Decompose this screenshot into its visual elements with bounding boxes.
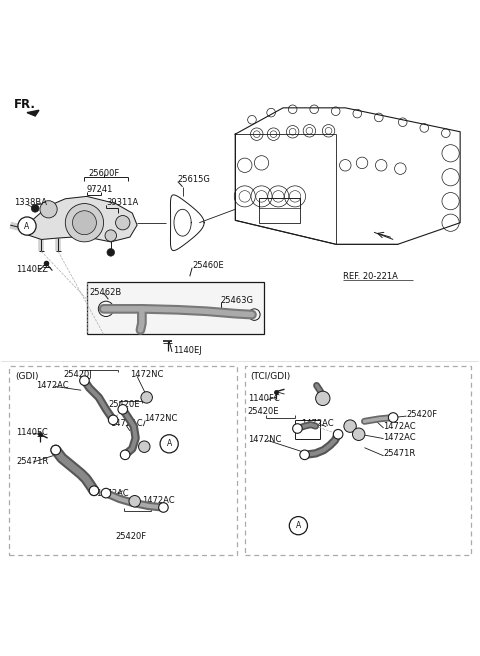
- Text: 97241: 97241: [87, 185, 113, 194]
- Circle shape: [293, 424, 302, 434]
- FancyBboxPatch shape: [9, 366, 237, 556]
- Circle shape: [51, 445, 60, 455]
- Circle shape: [158, 502, 168, 512]
- Text: REF. 20-221A: REF. 20-221A: [343, 272, 398, 281]
- Text: 1472AC: 1472AC: [384, 422, 416, 431]
- Circle shape: [316, 391, 330, 405]
- Circle shape: [40, 201, 57, 218]
- Text: 1472NC: 1472NC: [130, 370, 163, 379]
- Text: FR.: FR.: [14, 98, 36, 110]
- Text: 25600F: 25600F: [88, 169, 119, 178]
- Circle shape: [101, 488, 111, 498]
- Text: 25462B: 25462B: [89, 287, 121, 297]
- Text: 1140FC: 1140FC: [248, 394, 279, 403]
- Text: 1472NC: 1472NC: [144, 415, 178, 423]
- Text: A: A: [167, 440, 172, 448]
- Circle shape: [352, 428, 365, 440]
- Circle shape: [21, 219, 36, 234]
- Circle shape: [89, 486, 99, 495]
- Circle shape: [72, 211, 96, 235]
- Text: 1140EZ: 1140EZ: [16, 265, 48, 274]
- Text: 25420E: 25420E: [248, 407, 279, 417]
- Circle shape: [300, 450, 310, 460]
- Circle shape: [388, 413, 398, 422]
- Circle shape: [139, 441, 150, 453]
- Circle shape: [80, 376, 89, 386]
- Polygon shape: [27, 110, 39, 116]
- Text: A: A: [24, 222, 30, 230]
- Text: 1472AC: 1472AC: [96, 489, 129, 498]
- Text: 25420F: 25420F: [407, 409, 438, 419]
- Text: 25420E: 25420E: [108, 400, 140, 409]
- Text: A: A: [296, 521, 301, 530]
- Text: 39311A: 39311A: [106, 198, 138, 207]
- Circle shape: [333, 430, 343, 439]
- Text: 1472AC: 1472AC: [110, 419, 143, 428]
- Text: 1140EJ: 1140EJ: [173, 346, 202, 354]
- Text: 25420J: 25420J: [63, 370, 92, 379]
- Circle shape: [108, 415, 118, 424]
- Polygon shape: [20, 196, 137, 242]
- Circle shape: [107, 249, 115, 256]
- FancyBboxPatch shape: [245, 366, 471, 556]
- FancyBboxPatch shape: [87, 281, 264, 334]
- Circle shape: [18, 217, 36, 235]
- Circle shape: [116, 216, 130, 230]
- Circle shape: [31, 205, 39, 212]
- Text: 1472AC: 1472AC: [384, 432, 416, 441]
- Circle shape: [129, 495, 141, 507]
- Circle shape: [65, 203, 104, 242]
- Circle shape: [289, 516, 308, 535]
- Circle shape: [141, 392, 153, 403]
- Text: 1472AC: 1472AC: [301, 419, 334, 428]
- Text: 25460E: 25460E: [192, 261, 224, 270]
- Circle shape: [105, 230, 117, 241]
- Text: 1140FC: 1140FC: [16, 428, 48, 437]
- Circle shape: [120, 450, 130, 460]
- Text: (TCI/GDI): (TCI/GDI): [251, 372, 291, 381]
- Text: 1472NC: 1472NC: [248, 434, 281, 443]
- Text: 25420F: 25420F: [115, 532, 146, 541]
- Text: 1472AC: 1472AC: [142, 496, 175, 505]
- Text: (GDI): (GDI): [15, 372, 38, 381]
- Text: 25471R: 25471R: [384, 449, 416, 459]
- Circle shape: [160, 435, 178, 453]
- Text: 25471R: 25471R: [16, 457, 49, 466]
- Text: 1338BA: 1338BA: [14, 198, 47, 207]
- Text: 25615G: 25615G: [178, 175, 211, 184]
- Circle shape: [118, 405, 128, 414]
- Circle shape: [344, 420, 356, 432]
- Text: 25463G: 25463G: [221, 296, 254, 305]
- Text: 1472AC: 1472AC: [36, 381, 68, 390]
